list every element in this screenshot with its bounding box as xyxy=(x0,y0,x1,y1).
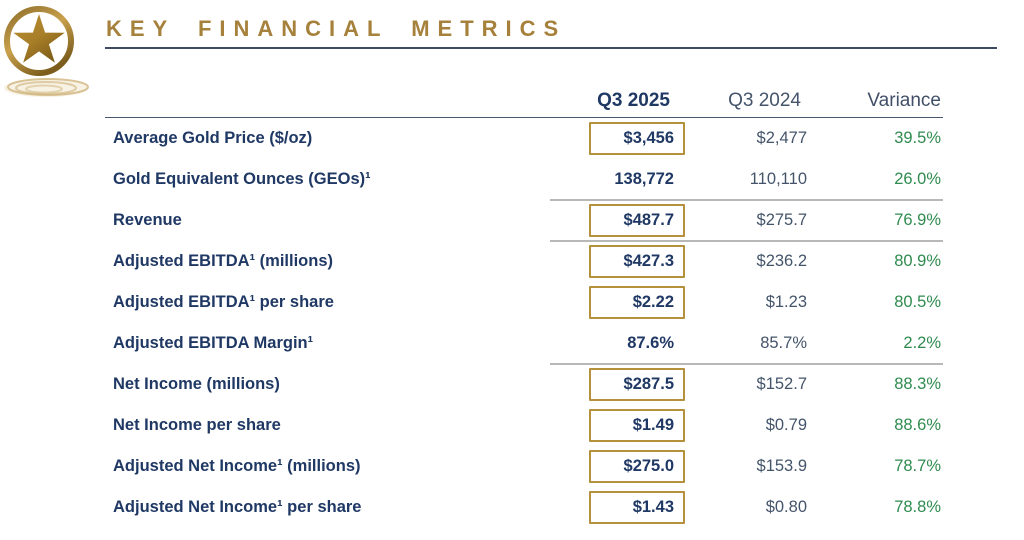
q3-2025-value-highlight-box: $2.22 xyxy=(589,286,685,319)
table-row: Net Income per share $1.49 $0.79 88.6% xyxy=(105,405,943,446)
variance-value: 39.5% xyxy=(894,129,941,147)
variance-value: 2.2% xyxy=(903,334,941,352)
table-row: Net Income (millions) $287.5 $152.7 88.3% xyxy=(105,364,943,405)
q3-2024-value: $0.79 xyxy=(765,416,807,434)
page-title: KEY FINANCIAL METRICS xyxy=(106,16,567,41)
q3-2025-cell: $2.22 xyxy=(546,286,685,319)
q3-2024-value: $0.80 xyxy=(765,498,807,516)
q3-2024-value: $236.2 xyxy=(756,252,807,270)
table-row: Adjusted EBITDA¹ per share $2.22 $1.23 80.5… xyxy=(105,282,943,323)
q3-2025-cell: $427.3 xyxy=(546,245,685,278)
column-header-q3-2025: Q3 2025 xyxy=(597,89,670,111)
table-row: Adjusted EBITDA Margin¹ 87.6% 85.7% 2.2% xyxy=(105,323,943,365)
q3-2025-cell: $487.7 xyxy=(546,204,685,237)
table-row: Adjusted EBITDA¹ (millions) $427.3 $236.2 8… xyxy=(105,241,943,282)
q3-2024-value: $2,477 xyxy=(756,129,807,147)
q3-2025-value-highlight-box: $487.7 xyxy=(589,204,685,237)
metric-label: Average Gold Price ($/oz) xyxy=(113,129,313,147)
variance-value: 26.0% xyxy=(894,170,941,188)
q3-2025-cell: 138,772 xyxy=(546,163,676,196)
q3-2025-cell: $275.0 xyxy=(546,450,685,483)
table-row: Gold Equivalent Ounces (GEOs)¹ 138,772 110… xyxy=(105,159,943,201)
metric-label: Revenue xyxy=(113,211,182,229)
column-header-variance: Variance xyxy=(867,89,941,111)
table-row: Average Gold Price ($/oz) $3,456 $2,477 39.… xyxy=(105,118,943,159)
metric-label: Net Income per share xyxy=(113,416,281,434)
q3-2025-value: 87.6% xyxy=(627,334,674,352)
q3-2025-cell: $1.49 xyxy=(546,409,685,442)
q3-2024-value: $153.9 xyxy=(756,457,807,475)
metric-label: Net Income (millions) xyxy=(113,375,280,393)
variance-value: 78.7% xyxy=(894,457,941,475)
q3-2025-cell: $3,456 xyxy=(546,122,685,155)
q3-2025-cell: 87.6% xyxy=(546,327,676,360)
company-logo-star-icon xyxy=(4,6,89,97)
q3-2025-value-highlight-box: $1.43 xyxy=(589,491,685,524)
table-header-row: Q3 2025 Q3 2024 Variance xyxy=(105,84,943,118)
q3-2025-cell: $1.43 xyxy=(546,491,685,524)
variance-value: 76.9% xyxy=(894,211,941,229)
q3-2025-value-highlight-box: $275.0 xyxy=(589,450,685,483)
variance-value: 80.5% xyxy=(894,293,941,311)
table-row: Adjusted Net Income¹ (millions) $275.0 $15… xyxy=(105,446,943,487)
q3-2024-value: $152.7 xyxy=(756,375,807,393)
metric-label: Adjusted EBITDA¹ per share xyxy=(113,293,334,311)
q3-2025-cell: $287.5 xyxy=(546,368,685,401)
table-row: Adjusted Net Income¹ per share $1.43 $0.80… xyxy=(105,487,943,528)
q3-2025-value: 138,772 xyxy=(614,170,674,188)
q3-2025-value-highlight-box: $1.49 xyxy=(589,409,685,442)
table-body: Average Gold Price ($/oz) $3,456 $2,477 39.… xyxy=(105,118,943,528)
q3-2025-value-highlight-box: $427.3 xyxy=(589,245,685,278)
q3-2025-value-highlight-box: $287.5 xyxy=(589,368,685,401)
q3-2024-value: 85.7% xyxy=(760,334,807,352)
variance-value: 78.8% xyxy=(894,498,941,516)
key-financial-metrics-table: Q3 2025 Q3 2024 Variance Average Gold Pr… xyxy=(105,84,943,528)
variance-value: 80.9% xyxy=(894,252,941,270)
title-underline xyxy=(105,47,997,49)
q3-2024-value: 110,110 xyxy=(749,170,807,188)
metric-label: Adjusted EBITDA Margin¹ xyxy=(113,334,314,352)
column-header-q3-2024: Q3 2024 xyxy=(728,89,801,111)
table-row: Revenue $487.7 $275.7 76.9% xyxy=(105,200,943,242)
metric-label: Adjusted Net Income¹ per share xyxy=(113,498,362,516)
metric-label: Adjusted EBITDA¹ (millions) xyxy=(113,252,333,270)
metric-label: Adjusted Net Income¹ (millions) xyxy=(113,457,361,475)
q3-2025-value-highlight-box: $3,456 xyxy=(589,122,685,155)
variance-value: 88.3% xyxy=(894,375,941,393)
q3-2024-value: $1.23 xyxy=(765,293,807,311)
metric-label: Gold Equivalent Ounces (GEOs)¹ xyxy=(113,170,371,188)
q3-2024-value: $275.7 xyxy=(756,211,807,229)
variance-value: 88.6% xyxy=(894,416,941,434)
